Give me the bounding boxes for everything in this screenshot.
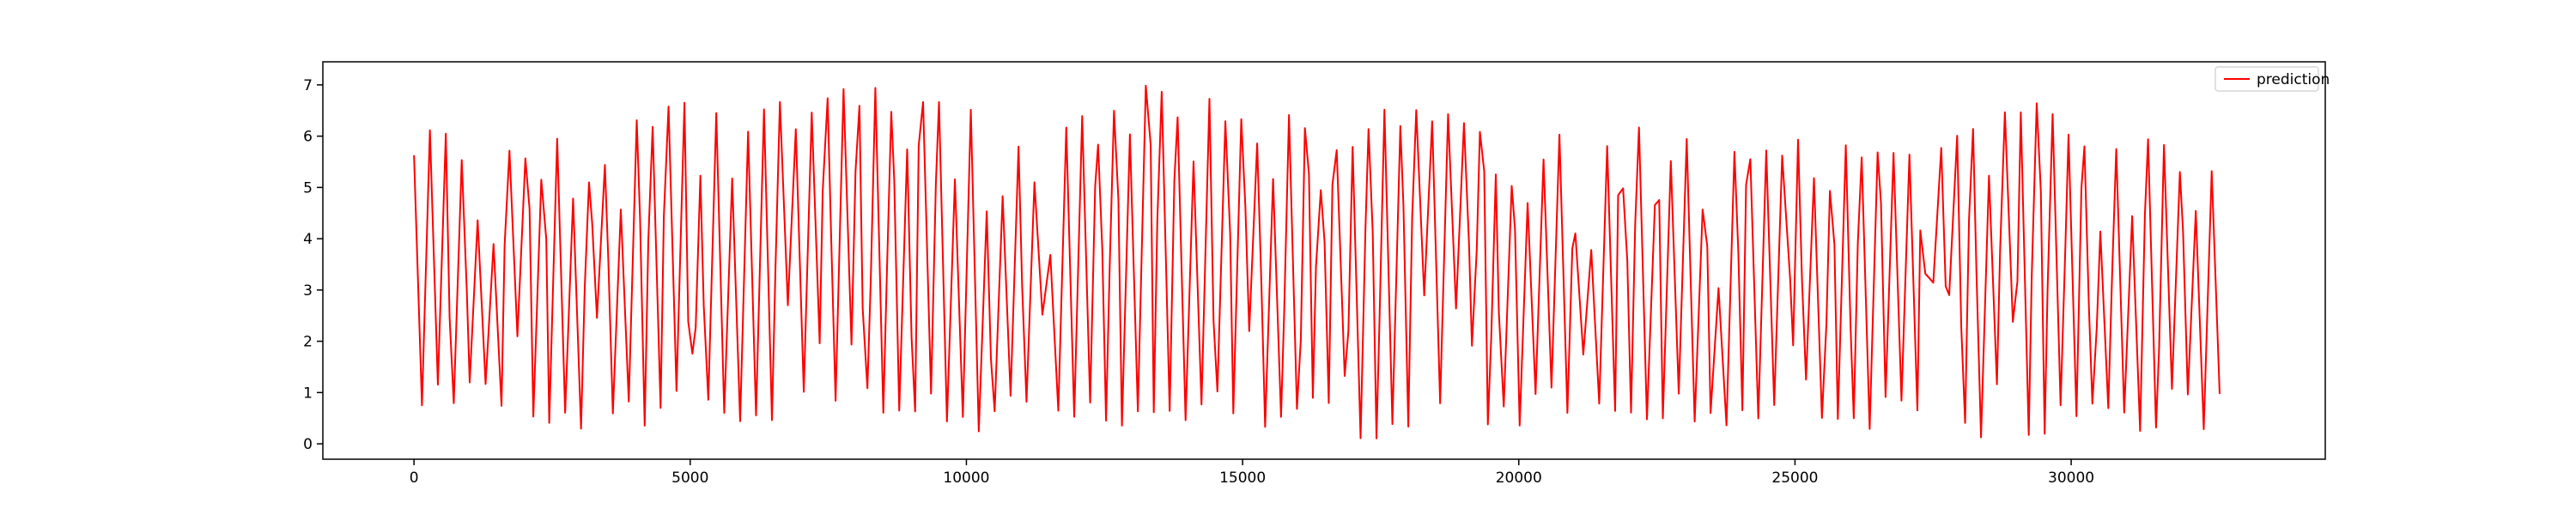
y-tick-label: 5 xyxy=(303,179,313,197)
x-tick-label: 10000 xyxy=(943,470,989,487)
y-tick-label: 0 xyxy=(303,436,313,453)
y-tick-label: 3 xyxy=(303,282,313,300)
axes: 0 5000 10000 15000 20000 25000 30000 0 1 2 3 4 5 6 7 xyxy=(303,61,2326,487)
axes-frame xyxy=(322,61,2326,460)
legend-label-prediction: prediction xyxy=(2257,71,2330,88)
x-tick-label: 25000 xyxy=(1771,470,1818,487)
x-tick-label: 30000 xyxy=(2048,470,2094,487)
legend: prediction xyxy=(2215,66,2330,92)
x-tick-label: 20000 xyxy=(1496,470,1542,487)
y-tick-label: 4 xyxy=(303,231,313,248)
legend-box xyxy=(2215,66,2319,92)
y-tick-label: 6 xyxy=(303,129,313,146)
x-tick-label: 15000 xyxy=(1219,470,1266,487)
y-tick-label: 2 xyxy=(303,334,313,351)
y-tick-label: 7 xyxy=(303,77,313,94)
y-tick-label: 1 xyxy=(303,385,313,402)
x-tick-label: 0 xyxy=(410,470,419,487)
series-line-prediction xyxy=(413,84,2221,439)
x-tick-label: 5000 xyxy=(671,470,708,487)
plot-area xyxy=(413,84,2221,439)
